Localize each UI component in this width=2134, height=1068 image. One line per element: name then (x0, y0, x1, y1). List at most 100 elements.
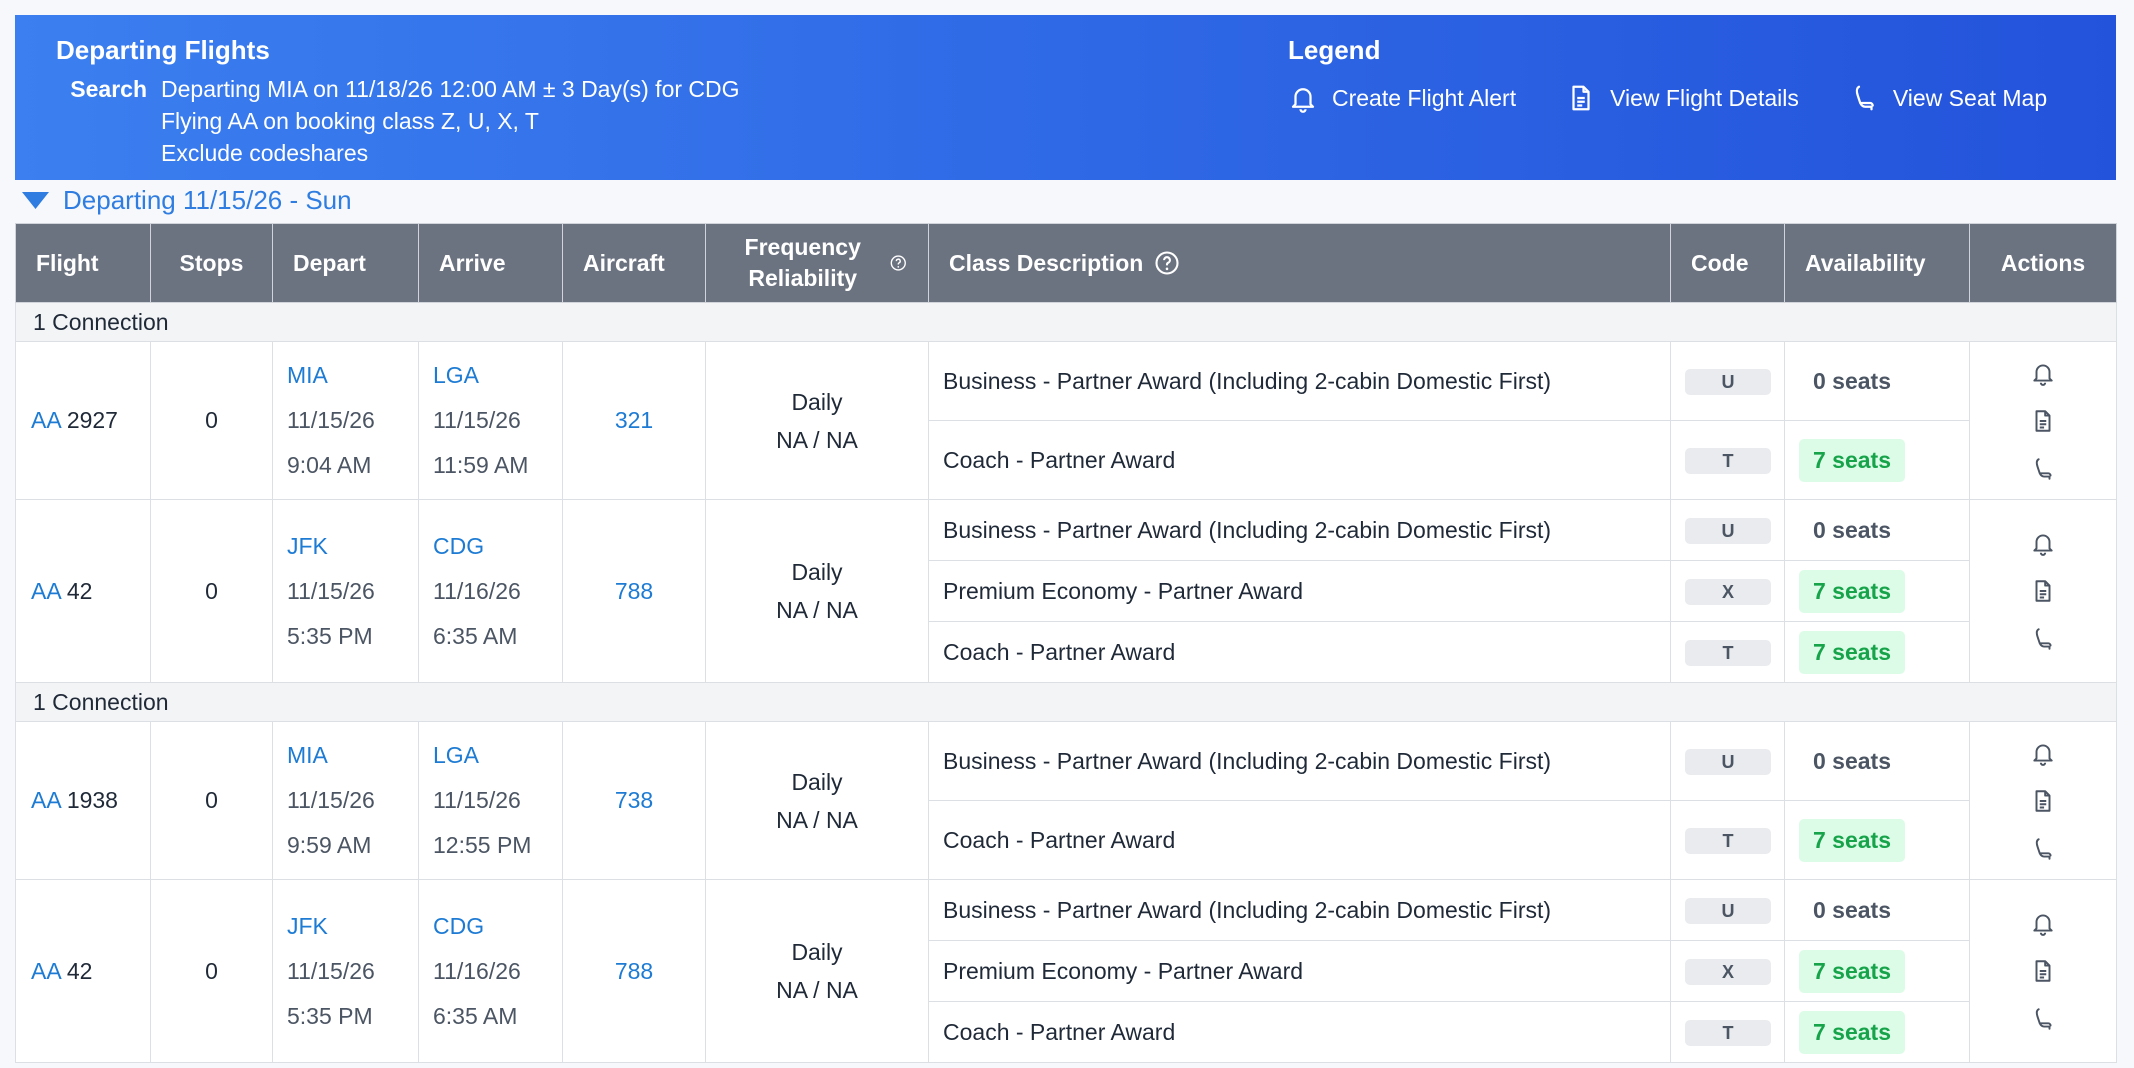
action-seat[interactable] (2030, 626, 2056, 652)
arrive-time: 6:35 AM (433, 1002, 518, 1029)
arrive-airport[interactable]: LGA (433, 742, 480, 768)
column-header-label: Code (1691, 249, 1749, 276)
aircraft-link[interactable]: 738 (614, 787, 654, 813)
arrive-airport[interactable]: CDG (433, 912, 485, 939)
action-bell[interactable] (2030, 910, 2056, 936)
action-doc[interactable] (2030, 958, 2056, 984)
section-toggle[interactable]: Departing 11/15/26 - Sun (22, 185, 352, 216)
availability-cell: 7 seats (1784, 1001, 1970, 1063)
availability-cell: 0 seats (1784, 341, 1970, 421)
flight-number: 1938 (66, 787, 118, 813)
code-badge: U (1685, 749, 1771, 775)
class-description: Coach - Partner Award (928, 800, 1671, 880)
section-label[interactable]: Departing 11/15/26 - Sun (63, 185, 352, 215)
action-bell[interactable] (2030, 360, 2056, 386)
depart-airport[interactable]: MIA (287, 362, 328, 388)
depart-time: 5:35 PM (287, 622, 373, 649)
search-line: Flying AA on booking class Z, U, X, T (161, 108, 539, 134)
depart-date: 11/15/26 (287, 407, 375, 433)
availability-badge: 0 seats (1813, 747, 1892, 774)
action-doc[interactable] (2030, 408, 2056, 434)
legend-icon (1572, 85, 1590, 111)
action-seat[interactable] (2030, 836, 2056, 862)
action-bell[interactable] (2030, 740, 2056, 766)
class-description: Business - Partner Award (Including 2-ca… (928, 721, 1671, 801)
class-description: Coach - Partner Award (928, 1001, 1671, 1063)
column-header: Frequency Reliability (705, 223, 929, 303)
aircraft-cell: 788 (562, 499, 706, 683)
action-seat[interactable] (2030, 1006, 2056, 1032)
flight-number: 2927 (66, 407, 118, 433)
column-header-wrap: Stops (171, 248, 252, 279)
class-row: Coach - Partner Award T 7 seats (16, 800, 2117, 880)
legend-items: Create Flight Alert View Flight Details Vi… (1288, 83, 2047, 113)
class-row: AA 1938 0 MIA 11/15/26 9:59 AM LGA 11/15/26 12:… (15, 721, 2117, 880)
code-badge: T (1685, 448, 1771, 474)
aircraft-link[interactable]: 788 (614, 957, 654, 984)
arrive-cell: CDG 11/16/26 6:35 AM (418, 499, 563, 683)
column-header-label: Aircraft (583, 249, 665, 276)
code-badge: T (1685, 640, 1771, 666)
depart-airport[interactable]: JFK (287, 912, 328, 939)
aircraft-link[interactable]: 321 (614, 407, 654, 433)
airline-link[interactable]: AA (31, 957, 61, 984)
actions-cell (1969, 499, 2117, 683)
column-header: Code (1670, 223, 1785, 303)
frequency: Daily (791, 388, 843, 415)
column-header-label: Stops (179, 249, 244, 276)
actions (1984, 740, 2102, 862)
depart-date: 11/15/26 (287, 957, 375, 984)
help-icon[interactable] (1153, 249, 1181, 277)
aircraft-link[interactable]: 788 (614, 577, 654, 604)
code-cell: T (1670, 621, 1785, 683)
availability-badge: 7 seats (1799, 949, 1906, 993)
depart-airport[interactable]: MIA (287, 742, 328, 768)
airline-link[interactable]: AA (31, 577, 61, 604)
depart-cell: MIA 11/15/26 9:04 AM (272, 341, 419, 500)
reliability: NA / NA (776, 806, 858, 833)
arrive-airport[interactable]: CDG (433, 532, 485, 559)
code-cell: U (1670, 341, 1785, 421)
availability-cell: 7 seats (1784, 940, 1970, 1002)
legend-label: View Seat Map (1892, 84, 2048, 111)
reliability: NA / NA (776, 977, 858, 1003)
airline-link[interactable]: AA (31, 787, 61, 813)
flight-number: 42 (66, 957, 93, 984)
search-line: Departing MIA on 11/18/26 12:00 AM ± 3 D… (161, 76, 740, 102)
availability-badge: 7 seats (1799, 1010, 1906, 1054)
action-bell[interactable] (2030, 530, 2056, 556)
search-label: Search (70, 76, 147, 102)
search-line: Exclude codeshares (161, 140, 369, 166)
class-description: Premium Economy - Partner Award (928, 940, 1671, 1002)
class-description: Business - Partner Award (Including 2-ca… (928, 499, 1671, 561)
airline-link[interactable]: AA (31, 407, 61, 433)
column-header: Class Description (928, 223, 1671, 303)
class-description: Premium Economy - Partner Award (928, 560, 1671, 622)
legend-label: View Flight Details (1610, 84, 1799, 111)
code-cell: U (1670, 499, 1785, 561)
depart-date: 11/15/26 (287, 577, 375, 604)
frequency-cell: Daily NA / NA (705, 499, 929, 683)
frequency-cell: Daily NA / NA (705, 341, 929, 500)
arrive-airport[interactable]: LGA (433, 362, 480, 388)
code-badge: U (1685, 369, 1771, 395)
flights-table: Flight Stops Depart Arrive Aircraft Frequency… (15, 223, 2117, 1063)
connection-row: 1 Connection (15, 682, 2117, 722)
help-icon[interactable] (889, 249, 908, 277)
legend-item: View Seat Map (1849, 83, 2047, 113)
action-doc[interactable] (2030, 788, 2056, 814)
action-doc[interactable] (2030, 578, 2056, 604)
availability-badge: 7 seats (1799, 569, 1906, 613)
depart-airport[interactable]: JFK (287, 532, 328, 559)
legend-title: Legend (1288, 35, 1381, 65)
class-row: AA 2927 0 MIA 11/15/26 9:04 AM LGA 11/15/26 11:… (15, 341, 2117, 500)
aircraft-cell: 788 (562, 879, 706, 1063)
column-header: Availability (1784, 223, 1970, 303)
action-seat[interactable] (2030, 456, 2056, 482)
code-cell: X (1670, 940, 1785, 1002)
column-header: Actions (1969, 223, 2117, 303)
class-description: Business - Partner Award (Including 2-ca… (928, 341, 1671, 421)
stops-cell: 0 (150, 499, 273, 683)
column-header-label: Frequency Reliability (744, 234, 861, 291)
actions-cell (1969, 341, 2117, 500)
